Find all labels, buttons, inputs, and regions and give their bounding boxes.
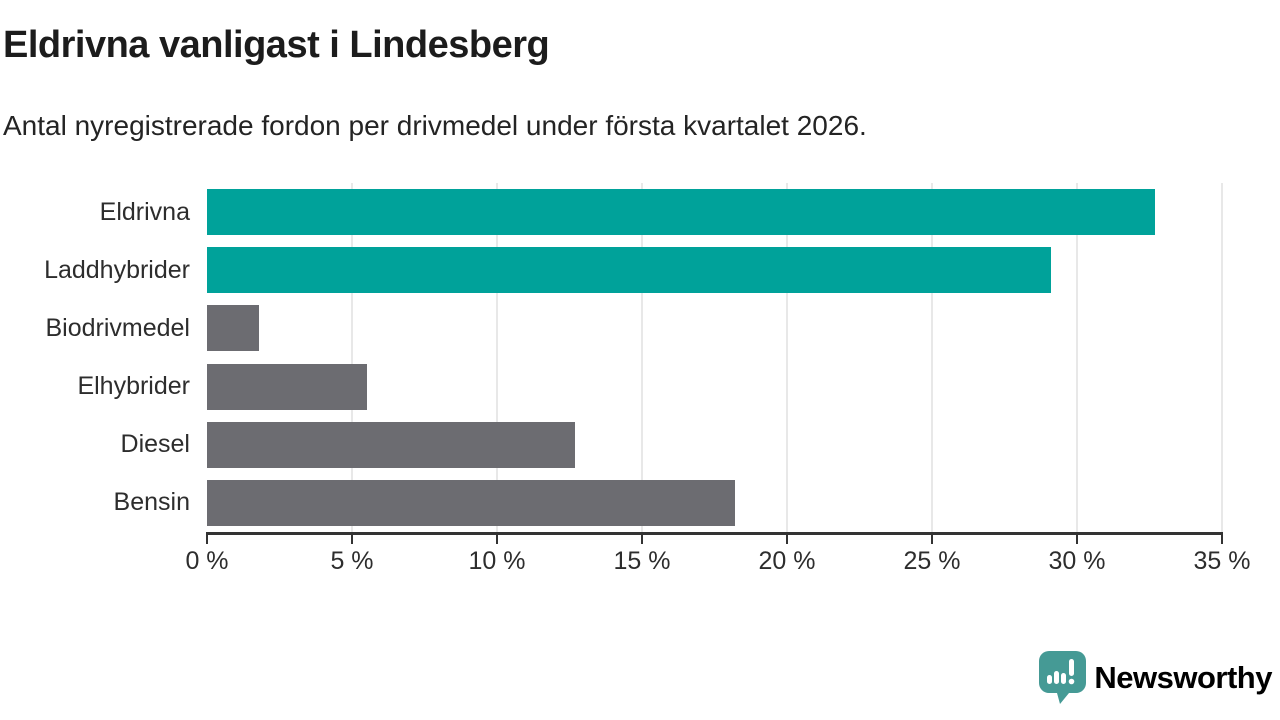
gridline	[641, 183, 643, 532]
bar-biodrivmedel	[207, 305, 260, 352]
x-axis-tick	[931, 532, 933, 544]
x-axis-tick	[206, 532, 208, 544]
x-axis-tick	[1076, 532, 1078, 544]
bar-diesel	[207, 421, 576, 468]
x-axis-tick-label: 5 %	[330, 547, 374, 575]
newsworthy-logo-icon	[1039, 651, 1087, 704]
bar-elhybrider	[207, 363, 367, 410]
gridline	[931, 183, 933, 532]
category-label: Elhybrider	[77, 372, 190, 401]
bar-chart: Eldrivna Laddhybrider Biodrivmedel Elhybrid…	[0, 183, 1250, 575]
gridline	[786, 183, 788, 532]
y-axis-category-labels: Eldrivna Laddhybrider Biodrivmedel Elhybrid…	[0, 183, 190, 532]
x-axis-tick	[1221, 532, 1223, 544]
x-axis-tick-label: 10 %	[468, 547, 526, 575]
gridline	[1221, 183, 1223, 532]
category-label: Diesel	[120, 430, 190, 459]
x-axis-tick	[786, 532, 788, 544]
newsworthy-brand: Newsworthy	[1039, 651, 1272, 704]
x-axis-tick-label: 0 %	[185, 547, 229, 575]
category-label: Eldrivna	[99, 197, 190, 226]
page-title: Eldrivna vanligast i Lindesberg	[3, 24, 550, 66]
plot-area: 0 % 5 % 10 % 15 % 20 % 25 % 30 % 35 %	[185, 183, 1250, 575]
x-axis-line	[207, 532, 1222, 535]
page-subtitle: Antal nyregistrerade fordon per drivmede…	[3, 110, 867, 141]
category-label: Biodrivmedel	[45, 313, 190, 342]
x-axis-tick-label: 30 %	[1048, 547, 1106, 575]
category-label: Bensin	[113, 488, 190, 517]
x-axis-tick-label: 15 %	[613, 547, 671, 575]
brand-name: Newsworthy	[1094, 659, 1272, 695]
x-axis-tick	[496, 532, 498, 544]
x-axis-tick	[641, 532, 643, 544]
bar-laddhybrider	[207, 247, 1051, 294]
x-axis-tick-label: 25 %	[903, 547, 961, 575]
category-label: Laddhybrider	[44, 255, 190, 284]
x-axis-tick-label: 20 %	[758, 547, 816, 575]
gridline	[496, 183, 498, 532]
x-axis-tick-label: 35 %	[1193, 547, 1251, 575]
gridline	[351, 183, 353, 532]
x-axis-tick	[351, 532, 353, 544]
bar-bensin	[207, 479, 735, 526]
gridline	[1076, 183, 1078, 532]
bar-eldrivna	[207, 189, 1156, 236]
